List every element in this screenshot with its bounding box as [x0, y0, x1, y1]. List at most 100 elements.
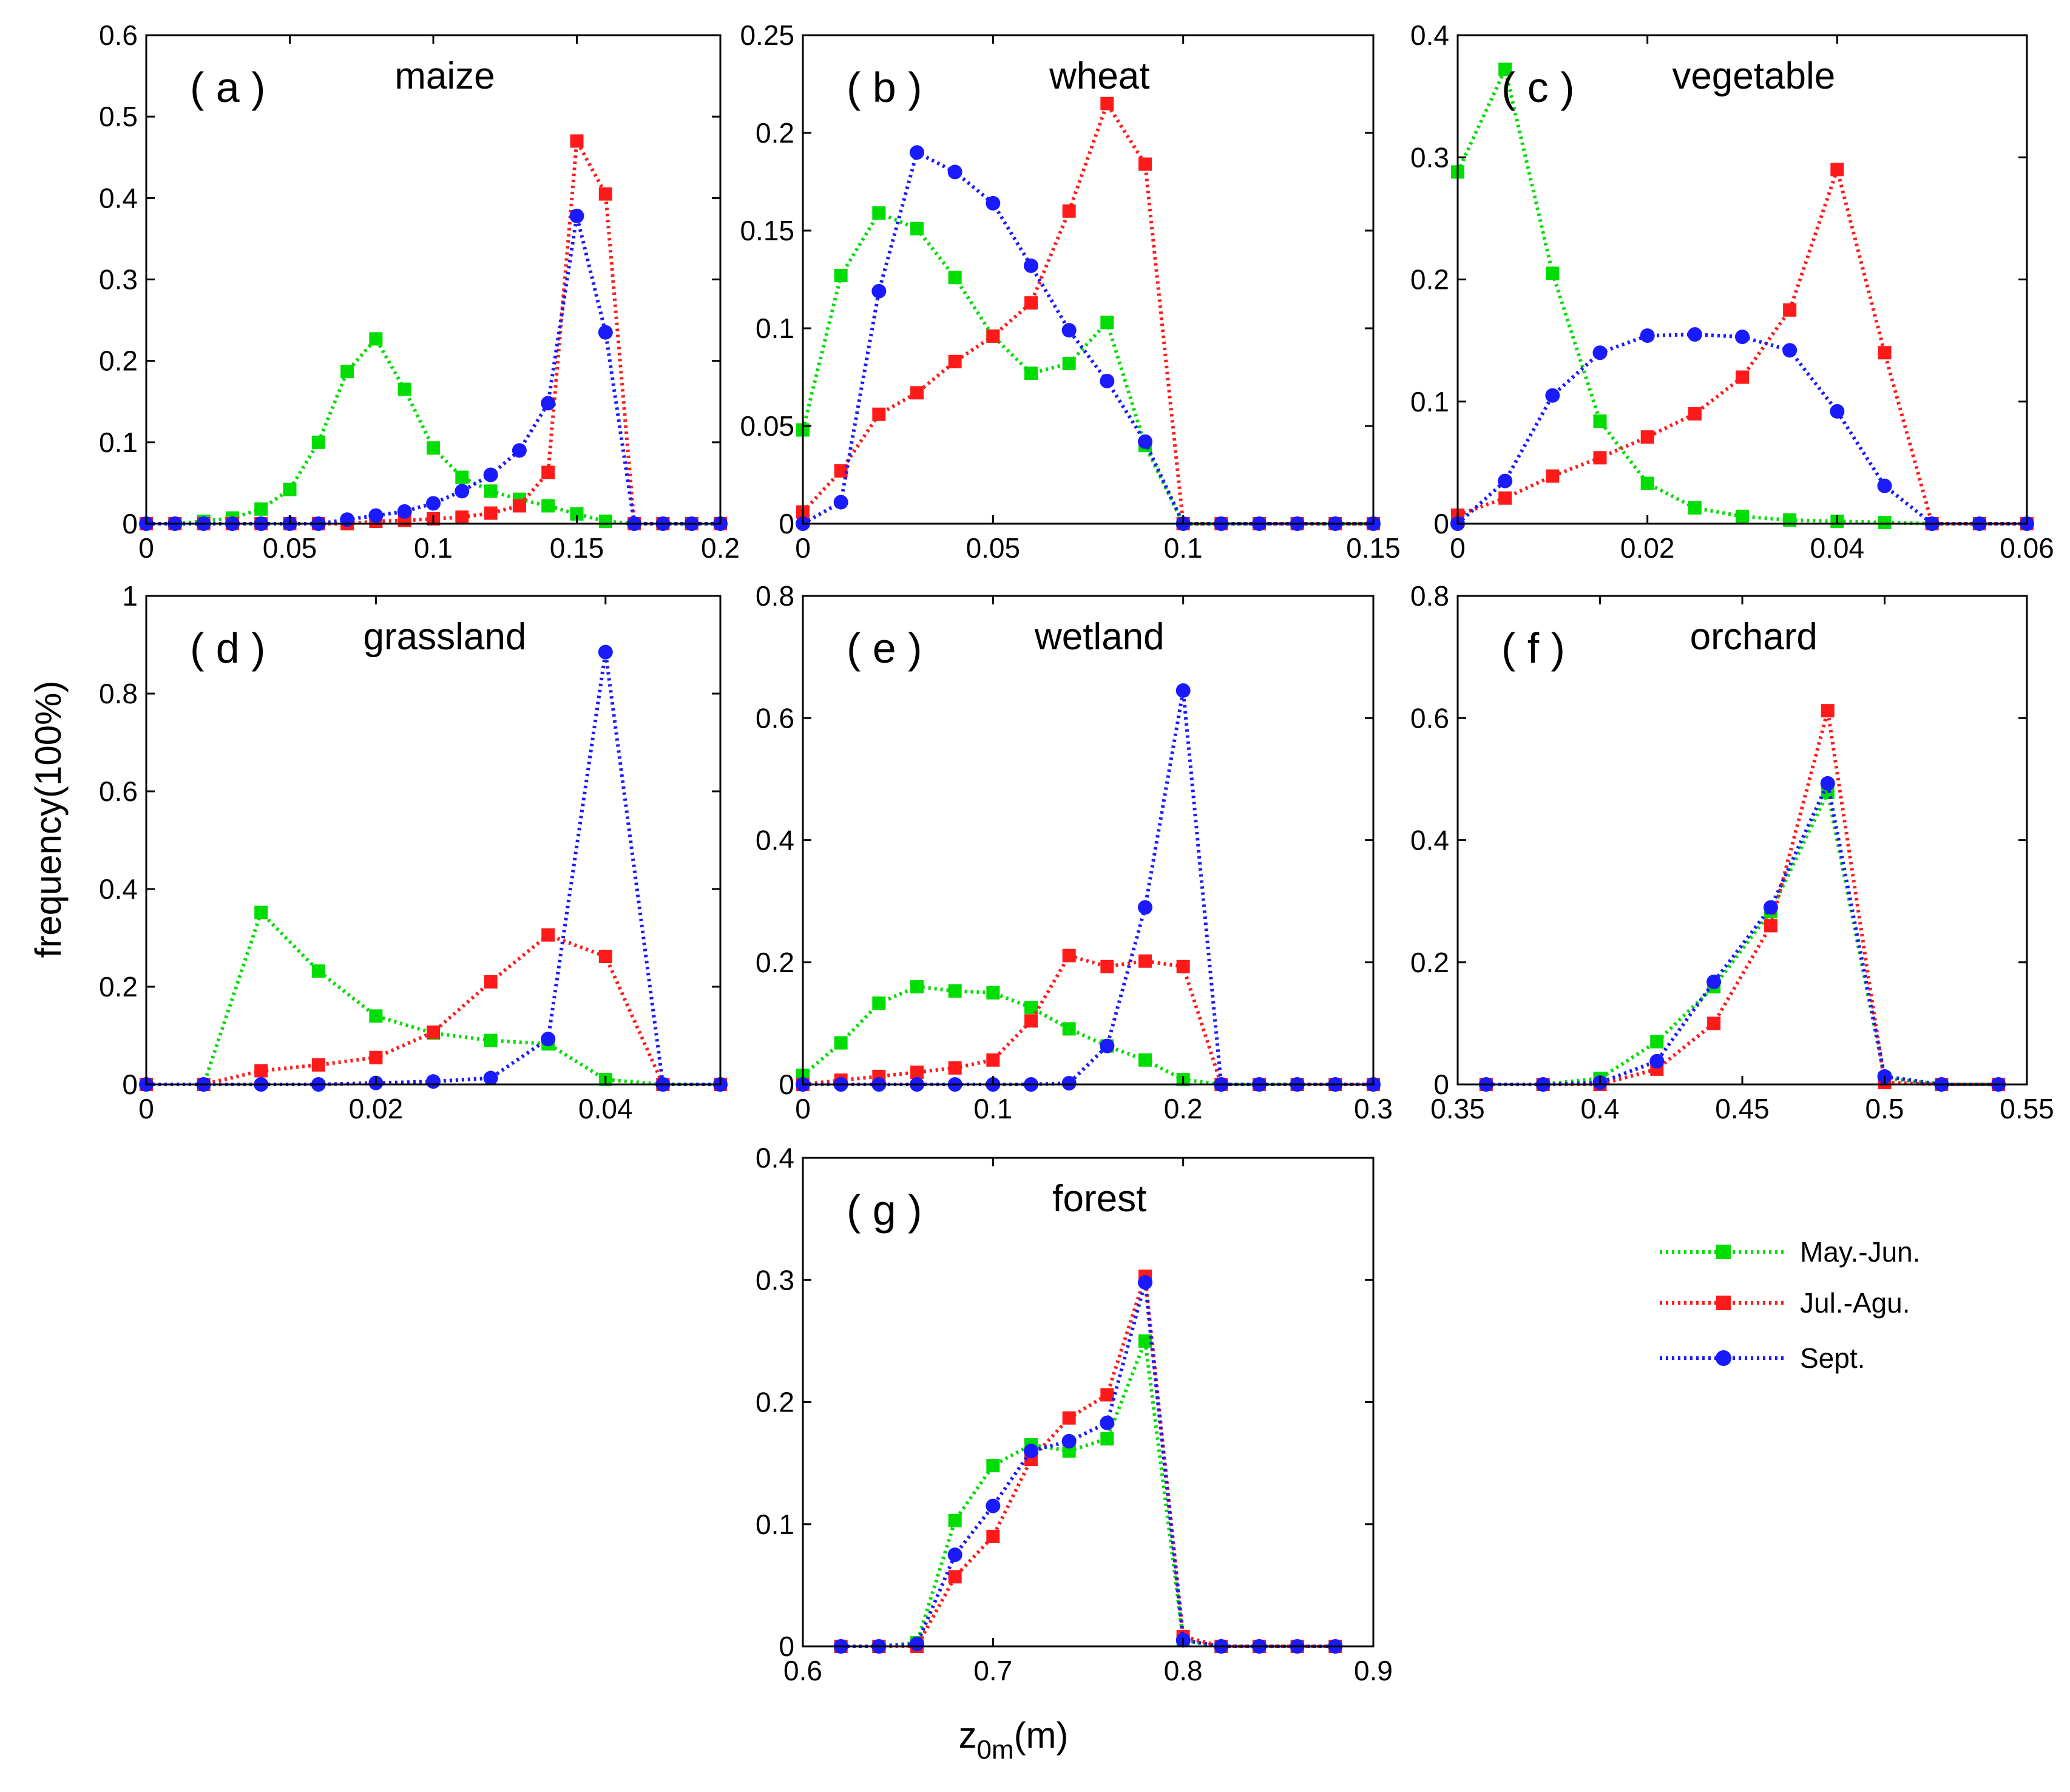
x-tick-label: 0 [795, 1093, 811, 1124]
data-point [541, 928, 555, 942]
data-point [986, 195, 1001, 211]
data-point [1138, 954, 1152, 968]
x-tick-label: 0.04 [578, 1093, 633, 1124]
data-point [1763, 900, 1778, 915]
data-point [948, 984, 962, 998]
series-line-may-jun [1456, 64, 2027, 526]
data-point [1783, 303, 1797, 317]
data-point [872, 206, 886, 220]
data-point [512, 443, 527, 458]
series-line-sept [841, 1282, 1336, 1648]
series-line-jul-agu [146, 135, 720, 526]
data-point [1138, 1334, 1152, 1348]
data-point [340, 365, 354, 379]
data-point [1024, 1001, 1038, 1015]
data-point [1024, 296, 1038, 310]
data-point [834, 464, 848, 478]
legend-entry-jul-agu: Jul.-Agu. [1660, 1287, 1910, 1319]
series-line-may-jun [146, 336, 720, 526]
data-point [1100, 373, 1115, 388]
data-point [986, 1529, 1000, 1543]
data-point [541, 499, 555, 513]
data-point [484, 1033, 498, 1047]
data-point [834, 269, 848, 283]
data-point [1877, 478, 1892, 493]
series-line-may-jun [802, 984, 1373, 1086]
x-tick-label: 0.7 [973, 1655, 1012, 1686]
x-tick-label: 0.9 [1354, 1655, 1393, 1686]
data-point [1061, 1433, 1077, 1449]
y-tick-label: 0.5 [99, 101, 138, 132]
series-line-jul-agu [801, 99, 1373, 526]
series-line-may-jun [841, 1340, 1336, 1648]
y-tick-label: 0.2 [99, 971, 138, 1003]
data-point [986, 329, 1000, 343]
y-axis-label: frequency(100%) [28, 681, 69, 958]
data-point [570, 507, 584, 521]
data-point [1498, 63, 1512, 76]
data-point [369, 1009, 383, 1023]
legend-label-sept: Sept. [1800, 1342, 1865, 1374]
data-point [834, 1036, 848, 1050]
data-point [1061, 1075, 1077, 1090]
data-point [1024, 1444, 1038, 1458]
panel-label: ( f ) [1501, 624, 1565, 672]
x-tick-label: 0.15 [550, 532, 604, 564]
data-point [283, 482, 297, 496]
data-point [1650, 1035, 1664, 1049]
series-line-jul-agu [1456, 163, 2027, 526]
data-point [871, 283, 887, 299]
y-tick-label: 0.4 [756, 825, 794, 856]
data-point [1024, 367, 1038, 380]
data-point [254, 905, 268, 919]
data-point [368, 508, 384, 523]
y-tick-label: 0.4 [1410, 825, 1449, 856]
data-point [1687, 327, 1702, 342]
x-tick-label: 0.04 [1810, 532, 1865, 564]
data-point [598, 644, 613, 660]
data-point [1736, 509, 1749, 523]
data-point [397, 504, 412, 519]
series-sept [833, 1275, 1343, 1654]
data-point [484, 975, 498, 989]
data-point [1592, 345, 1608, 360]
series-jul-agu [796, 948, 1380, 1091]
data-point [1138, 157, 1152, 171]
series-line-sept [146, 215, 720, 526]
y-tick-label: 0.3 [99, 264, 138, 296]
data-point [910, 1065, 924, 1079]
x-tick-label: 0.05 [263, 532, 317, 564]
y-tick-label: 0.2 [1410, 264, 1449, 296]
data-point [1830, 404, 1845, 419]
data-point [948, 271, 962, 285]
data-point [254, 1064, 268, 1078]
x-axis-label: z0m(m) [958, 1715, 1068, 1765]
y-tick-label: 0.8 [756, 580, 794, 612]
series-sept [139, 208, 728, 531]
x-tick-label: 0.45 [1715, 1093, 1770, 1124]
series-may-jun [1479, 786, 2006, 1091]
series-line-jul-agu [146, 933, 720, 1086]
x-tick-label: 0.1 [973, 1093, 1012, 1124]
x-tick-label: 0.02 [349, 1093, 404, 1124]
data-point [1735, 330, 1750, 345]
data-point [947, 164, 962, 180]
data-point [1100, 1415, 1115, 1430]
data-point [1062, 1411, 1076, 1425]
data-point [455, 484, 470, 499]
data-point [1138, 900, 1152, 915]
x-tick-label: 0 [795, 532, 811, 564]
x-axis-label-main: z [958, 1715, 976, 1756]
data-point [1649, 1053, 1665, 1069]
series-sept [1450, 327, 2034, 531]
data-point [1593, 414, 1607, 428]
series-line-sept [1486, 777, 1999, 1086]
data-point [910, 1636, 924, 1651]
x-axis-label-sub: 0m [976, 1735, 1013, 1765]
data-point [1024, 1014, 1038, 1028]
panel-e: 0 0.1 0.2 0.3 0 0.2 0.4 0.6 0.8 ( e ) wetland [756, 580, 1393, 1124]
data-point [369, 332, 383, 346]
series-may-jun [796, 206, 1380, 530]
x-tick-label: 0.1 [1164, 532, 1203, 564]
legend-label-jul-agu: Jul.-Agu. [1800, 1287, 1910, 1319]
